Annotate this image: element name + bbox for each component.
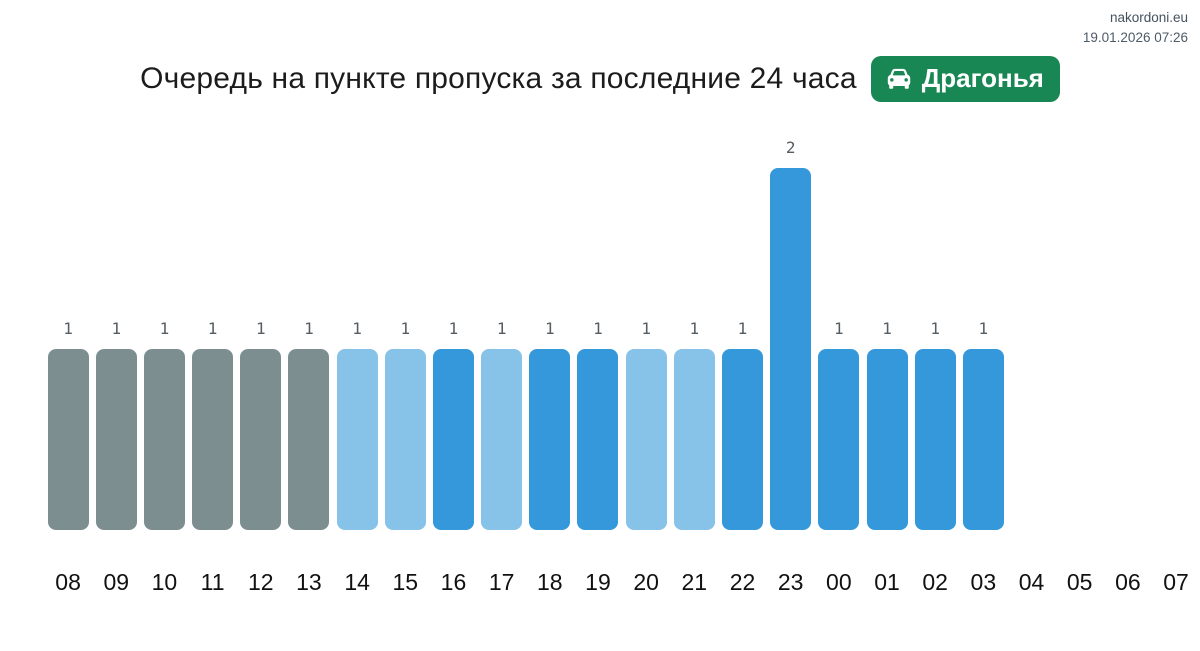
checkpoint-badge-label: Драгонья (921, 63, 1044, 93)
checkpoint-badge[interactable]: Драгонья (870, 56, 1060, 102)
bar-column-20: 1 (622, 130, 670, 530)
bar-value-label: 1 (304, 319, 314, 338)
bar-23[interactable] (770, 168, 812, 530)
bar-13[interactable] (288, 349, 330, 530)
bar-value-label: 1 (255, 319, 266, 338)
bar-01[interactable] (866, 349, 908, 530)
bar-00[interactable] (818, 349, 860, 530)
bar-column-22: 1 (718, 130, 766, 530)
bar-21[interactable] (673, 349, 715, 530)
bar-18[interactable] (529, 349, 571, 530)
x-axis-label-21: 21 (681, 569, 708, 595)
x-axis-label-13: 13 (296, 569, 322, 595)
bar-22[interactable] (721, 349, 763, 530)
timestamp: 19.01.2026 07:26 (1082, 30, 1188, 46)
x-axis-label-14: 14 (344, 569, 370, 595)
x-axis-label-12: 12 (247, 569, 274, 595)
bar-column-14: 1 (333, 130, 381, 530)
bar-value-label: 1 (593, 319, 603, 338)
bar-column-13: 1 (285, 130, 333, 530)
x-axis-label-08: 08 (55, 569, 81, 595)
x-axis-label-10: 10 (151, 569, 178, 595)
x-axis-label-01: 01 (874, 569, 900, 595)
site-link[interactable]: nakordoni.eu (1109, 10, 1188, 25)
bar-value-label: 1 (159, 319, 170, 338)
meta-block: nakordoni.eu 19.01.2026 07:26 (1083, 8, 1188, 49)
x-axis-label-06: 06 (1115, 569, 1141, 595)
x-axis-label-20: 20 (633, 569, 659, 595)
bar-column-23: 2 (767, 130, 815, 530)
bar-column-03: 1 (959, 130, 1007, 530)
x-axis-label-07: 07 (1163, 569, 1189, 595)
bar-value-label: 1 (544, 319, 555, 338)
car-front-icon (885, 65, 913, 93)
x-axis-label-19: 19 (585, 569, 611, 595)
bar-column-04 (1007, 130, 1055, 530)
bar-value-label: 1 (737, 319, 748, 338)
bar-value-label: 1 (689, 319, 700, 338)
page-title: Очередь на пункте пропуска за последние … (140, 62, 857, 95)
bar-value-label: 1 (63, 319, 73, 338)
bar-value-label: 1 (448, 319, 459, 338)
bar-value-label: 1 (978, 319, 989, 338)
x-axis-label-18: 18 (537, 569, 563, 595)
bar-column-05 (1056, 130, 1104, 530)
bar-08[interactable] (47, 349, 89, 530)
bar-column-21: 1 (670, 130, 718, 530)
bar-16[interactable] (432, 349, 474, 530)
x-axis-label-22: 22 (729, 569, 756, 595)
bar-19[interactable] (577, 349, 619, 530)
bar-value-label: 1 (496, 319, 507, 338)
x-axis-label-23: 23 (777, 569, 804, 595)
bar-value-label: 1 (111, 319, 122, 338)
bar-column-19: 1 (574, 130, 622, 530)
bar-value-label: 1 (352, 319, 362, 338)
bar-column-18: 1 (526, 130, 574, 530)
x-axis-label-15: 15 (392, 569, 419, 595)
bar-chart-plot-area: 1 1 1 1 1 1 1 1 1 1 1 1 1 1 1 2 1 1 1 1 (44, 130, 1200, 530)
x-axis-label-02: 02 (922, 569, 948, 595)
bar-column-11: 1 (189, 130, 237, 530)
x-axis: 08 09 10 11 12 13 14 15 16 17 18 19 20 21 22 23 00 01 02 03… (44, 571, 1200, 594)
x-axis-label-04: 04 (1018, 569, 1045, 595)
x-axis-label-11: 11 (200, 569, 225, 595)
x-axis-label-00: 00 (826, 569, 852, 595)
bar-20[interactable] (625, 349, 667, 530)
bar-02[interactable] (914, 349, 956, 530)
x-axis-label-16: 16 (440, 569, 467, 595)
x-axis-label-09: 09 (103, 569, 130, 595)
bar-column-06 (1104, 130, 1152, 530)
bar-column-08: 1 (44, 130, 92, 530)
bar-value-label: 1 (882, 319, 892, 338)
bar-column-09: 1 (92, 130, 140, 530)
bar-value-label: 1 (930, 319, 940, 338)
bar-17[interactable] (481, 349, 523, 530)
bar-09[interactable] (95, 349, 137, 530)
bar-column-02: 1 (911, 130, 959, 530)
bar-column-16: 1 (429, 130, 477, 530)
x-axis-label-03: 03 (970, 569, 997, 595)
bar-value-label: 1 (834, 319, 844, 338)
bar-15[interactable] (384, 349, 426, 530)
x-axis-label-17: 17 (488, 569, 515, 595)
bar-column-01: 1 (863, 130, 911, 530)
bar-column-10: 1 (140, 130, 188, 530)
bar-value-label: 1 (207, 319, 218, 338)
bar-value-label: 1 (400, 319, 411, 338)
bar-10[interactable] (143, 349, 185, 530)
bar-11[interactable] (192, 349, 234, 530)
bar-column-07 (1152, 130, 1200, 530)
bar-12[interactable] (240, 349, 282, 530)
x-axis-label-05: 05 (1066, 569, 1093, 595)
chart-header: Очередь на пункте пропуска за последние … (0, 54, 1200, 104)
bar-14[interactable] (336, 349, 378, 530)
bar-column-15: 1 (381, 130, 429, 530)
bar-value-label: 2 (785, 138, 796, 157)
bar-value-label: 1 (641, 319, 651, 338)
bar-03[interactable] (962, 349, 1004, 530)
bar-column-12: 1 (237, 130, 285, 530)
bar-column-00: 1 (815, 130, 863, 530)
bar-column-17: 1 (478, 130, 526, 530)
